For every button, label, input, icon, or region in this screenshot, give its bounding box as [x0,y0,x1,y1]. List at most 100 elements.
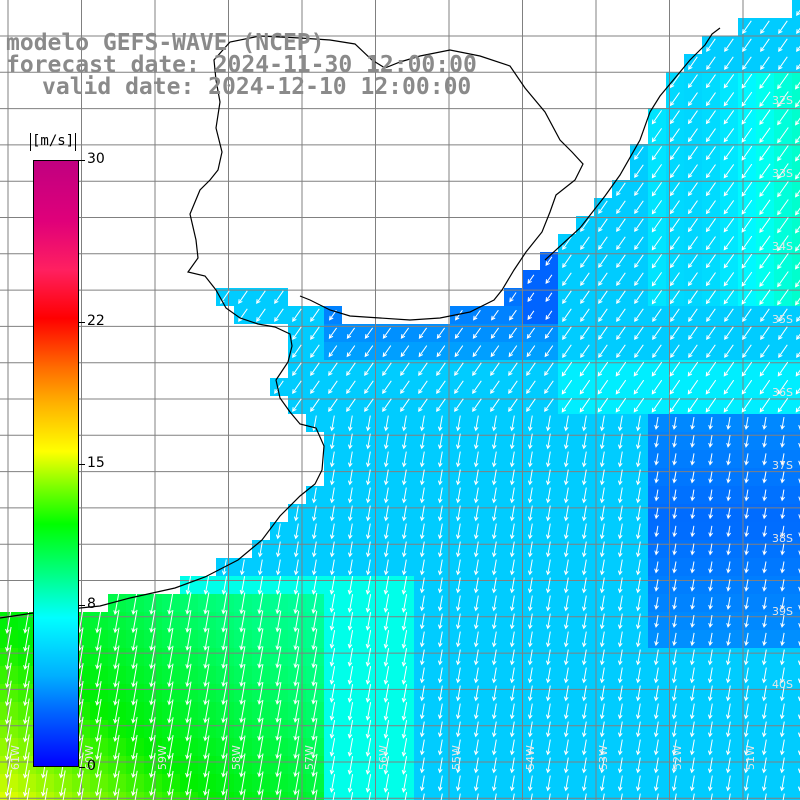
wind-arrow [778,38,788,53]
wind-arrow [598,218,608,233]
wind-arrow [635,433,641,450]
wind-arrow [80,788,84,800]
wind-arrow [275,610,282,633]
wind-arrow [310,308,320,323]
wind-arrow [798,586,800,592]
wind-arrow [437,523,443,540]
wind-arrow [113,591,120,616]
latitude-label: 40S [772,678,793,691]
wind-arrow [651,290,663,305]
wind-arrow [239,771,246,796]
wind-arrow [347,738,354,757]
longitude-label: 61W [9,745,22,770]
wind-arrow [762,615,767,628]
wind-arrow [652,326,662,341]
wind-arrow [473,775,479,792]
wind-arrow [671,775,677,792]
wind-arrow [347,469,353,486]
wind-arrow [687,200,698,215]
wind-arrow [239,610,246,633]
wind-arrow [795,369,800,377]
wind-arrow [670,308,680,323]
wind-arrow [705,182,716,197]
wind-arrow [401,774,408,793]
wind-arrow [293,559,299,576]
wind-arrow [777,163,789,180]
wind-arrow [726,417,731,430]
wind-arrow [508,309,517,321]
wind-arrow [741,73,753,89]
wind-arrow [743,775,749,792]
wind-arrow [5,644,12,671]
wind-arrow [437,487,443,504]
wind-arrow [203,610,210,633]
wind-arrow [491,775,497,792]
wind-arrow [759,73,771,90]
wind-arrow [759,289,771,306]
wind-cell [792,630,800,648]
wind-arrow [635,505,641,522]
wind-arrow [310,362,320,377]
wind-cell [792,36,800,54]
wind-arrow [95,681,102,706]
wind-arrow [473,703,479,720]
wind-arrow [794,99,800,108]
wind-arrow [239,699,246,724]
wind-arrow [419,433,425,450]
wind-arrow [203,663,210,688]
wind-arrow [185,576,192,595]
wind-arrow [669,92,680,107]
wind-arrow [671,703,677,720]
wind-arrow [743,667,749,684]
wind-arrow [328,345,338,358]
wind-arrow [473,523,479,540]
wind-arrow [744,507,749,520]
wind-arrow [311,559,317,576]
wind-arrow [239,592,246,615]
wind-arrow [798,622,800,628]
wind-arrow [490,380,500,395]
wind-arrow [401,648,408,667]
wind-arrow [759,91,771,108]
wind-arrow [257,646,264,669]
wind-arrow [726,489,731,502]
wind-arrow [131,699,138,724]
wind-cell [792,450,800,468]
wind-arrow [545,523,551,540]
wind-arrow [651,397,663,413]
wind-cell [594,792,612,800]
wind-arrow [530,793,533,800]
wind-arrow [275,576,282,595]
wind-arrow [779,685,785,702]
wind-arrow [418,345,428,358]
wind-arrow [672,417,677,430]
wind-arrow [580,236,590,251]
wind-arrow [708,417,713,430]
wind-arrow [310,344,320,359]
wind-arrow [437,649,443,666]
wind-arrow [257,753,264,778]
wind-arrow [113,645,120,670]
wind-arrow [59,770,66,797]
wind-arrow [455,667,461,684]
wind-arrow [526,398,536,413]
wind-arrow [490,327,500,339]
wind-arrow [635,721,641,738]
wind-arrow [705,272,716,287]
wind-arrow [329,612,336,631]
wind-cell [792,126,800,144]
wind-cell [702,792,720,800]
wind-arrow [580,290,590,305]
wind-arrow [401,469,407,486]
wind-arrow [8,787,12,800]
wind-arrow [581,613,587,630]
wind-arrow [311,523,317,540]
wind-arrow [741,397,753,413]
wind-arrow [527,703,533,720]
wind-arrow [764,793,767,800]
wind-arrow [293,576,300,595]
wind-arrow [509,685,515,702]
wind-arrow [167,645,174,670]
wind-arrow [95,627,102,652]
